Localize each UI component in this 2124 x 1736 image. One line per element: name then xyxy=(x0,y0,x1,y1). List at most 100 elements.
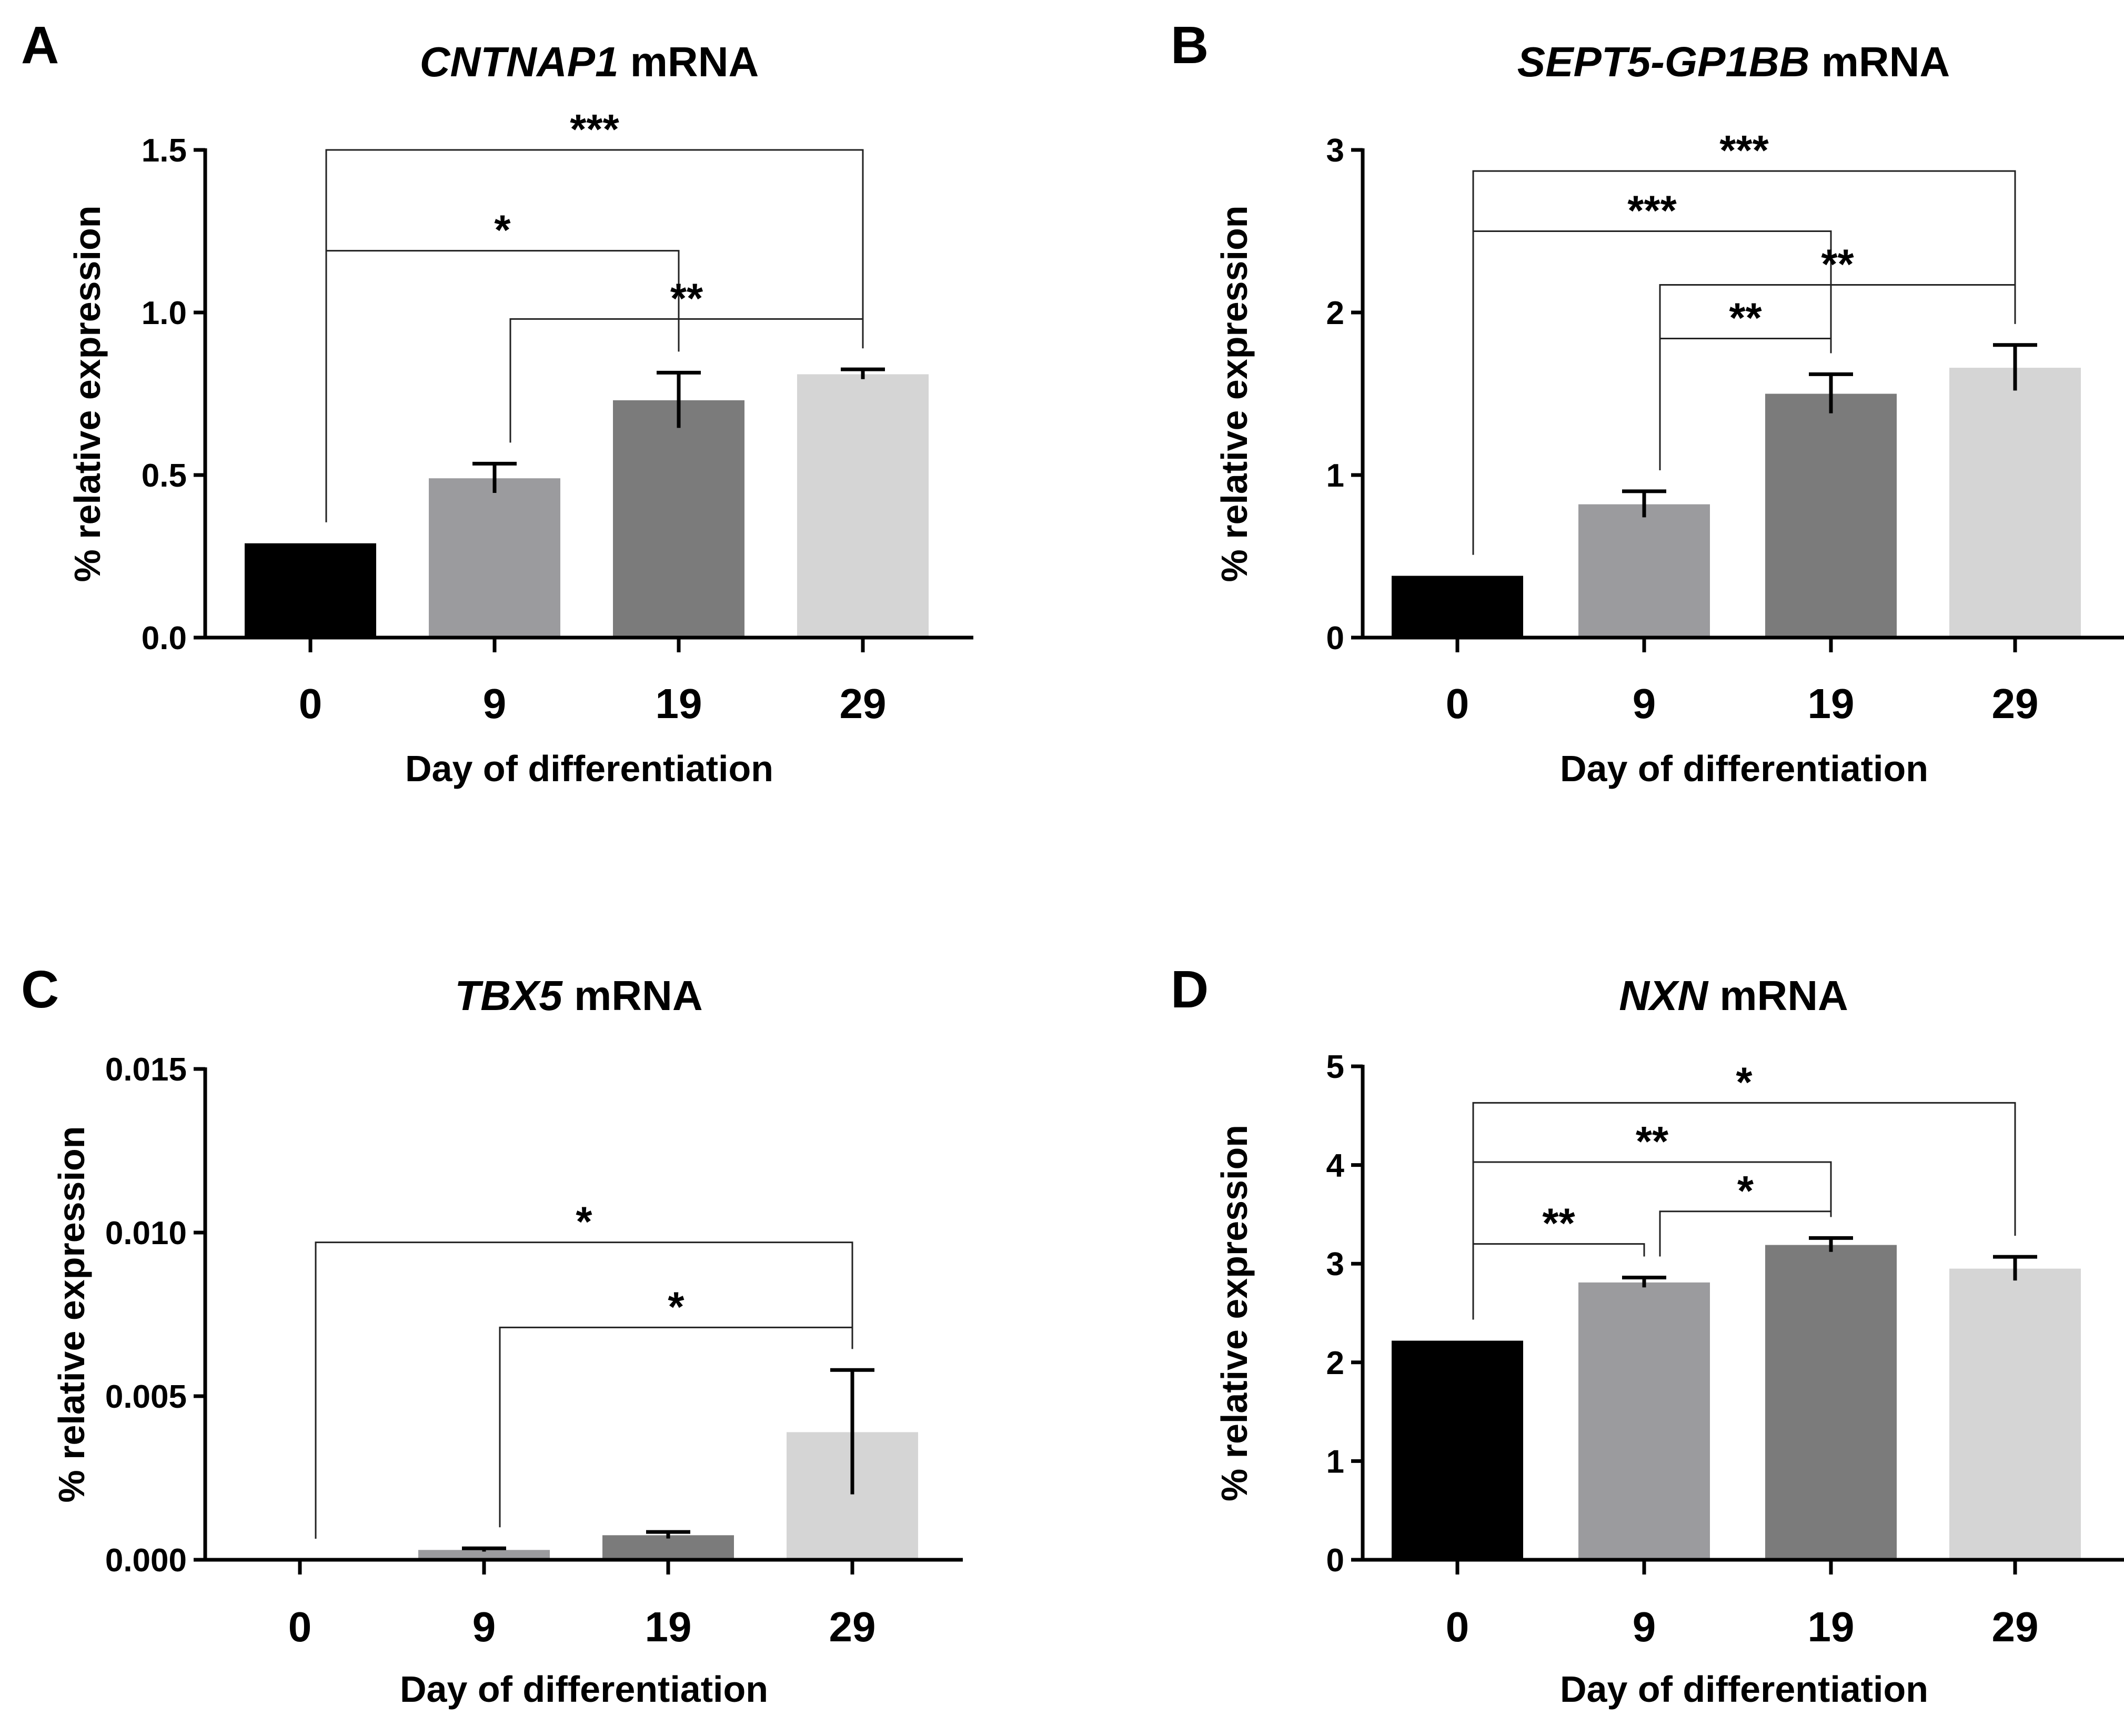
chart-panel-d: D NXN mRNA 0 1 2 3 4 5 0 9 19 29 Day of differentiat… xyxy=(1171,960,2124,1710)
y-axis-title: % relative expression xyxy=(1214,1125,1255,1501)
y-tick-label: 3 xyxy=(1326,133,1344,169)
significance-bracket xyxy=(325,250,680,522)
bar-day-0 xyxy=(245,543,376,638)
significance-label: * xyxy=(576,1198,592,1245)
y-tick-label: 0.5 xyxy=(142,458,187,494)
bar-day-29 xyxy=(797,374,929,638)
significance-bracket xyxy=(509,318,864,443)
significance-bracket xyxy=(1472,1243,1645,1320)
chart-panel-a: A CNTNAP1 mRNA 0.0 0.5 1.0 1.5 0 9 19 29 Day of di… xyxy=(21,16,973,789)
bar-day-9 xyxy=(1578,1282,1710,1560)
x-tick-label: 9 xyxy=(472,1603,496,1650)
x-tick-label: 9 xyxy=(1633,680,1656,727)
x-tick-label: 0 xyxy=(299,680,323,727)
x-tick-label: 9 xyxy=(483,680,507,727)
bar-day-19 xyxy=(602,1535,734,1560)
significance-label: *** xyxy=(570,106,619,153)
x-tick-label: 19 xyxy=(656,680,702,727)
title-gene: CNTNAP1 xyxy=(420,38,619,85)
significance-label: *** xyxy=(1719,127,1769,174)
x-tick-label: 0 xyxy=(288,1603,312,1650)
title-suffix: mRNA xyxy=(1708,972,1848,1019)
x-tick-label: 29 xyxy=(1992,1603,2039,1650)
y-tick-label: 0 xyxy=(1326,620,1344,657)
significance-bracket xyxy=(1659,1210,1832,1257)
bar-day-9 xyxy=(418,1550,550,1560)
y-tick-label: 0.0 xyxy=(142,620,187,657)
x-tick-label: 19 xyxy=(1808,680,1855,727)
title-suffix: mRNA xyxy=(562,972,703,1019)
chart-title: SEPT5-GP1BB mRNA xyxy=(1517,38,1950,85)
significance-bracket xyxy=(1472,1161,1832,1320)
significance-bracket xyxy=(315,1242,853,1539)
significance-label: * xyxy=(1736,1058,1753,1105)
y-tick-label: 4 xyxy=(1326,1148,1345,1184)
significance-label: ** xyxy=(670,275,703,321)
significance-label: ** xyxy=(1729,294,1762,341)
y-tick-label: 1.0 xyxy=(142,295,187,331)
bar-day-19 xyxy=(1765,1245,1897,1560)
chart-title: CNTNAP1 mRNA xyxy=(420,38,759,85)
chart-panel-c: C TBX5 mRNA 0.000 0.005 0.010 0.015 0 9 19 29 Day … xyxy=(21,960,963,1710)
x-tick-label: 9 xyxy=(1633,1603,1656,1650)
significance-label: ** xyxy=(1821,240,1854,287)
title-suffix: mRNA xyxy=(619,38,759,85)
panel-letter: D xyxy=(1171,960,1209,1019)
y-tick-label: 3 xyxy=(1326,1246,1344,1283)
x-axis-title: Day of differentiation xyxy=(1560,1669,1928,1710)
bar-day-0 xyxy=(1392,1340,1523,1560)
y-tick-label: 2 xyxy=(1326,295,1344,331)
y-tick-label: 1 xyxy=(1326,458,1344,494)
x-tick-label: 29 xyxy=(829,1603,876,1650)
significance-bracket xyxy=(1472,230,1832,555)
title-gene: SEPT5-GP1BB xyxy=(1517,38,1810,85)
title-gene: TBX5 xyxy=(455,972,563,1019)
bar-day-9 xyxy=(1578,504,1710,638)
significance-bracket xyxy=(1659,337,1832,470)
y-axis-title: % relative expression xyxy=(67,206,108,582)
significance-label: ** xyxy=(1542,1200,1575,1247)
y-axis-title: % relative expression xyxy=(51,1126,92,1503)
x-axis-title: Day of differentiation xyxy=(400,1669,768,1710)
bar-day-29 xyxy=(1949,1268,2081,1560)
significance-label: * xyxy=(668,1283,684,1330)
y-tick-label: 5 xyxy=(1326,1049,1344,1085)
title-suffix: mRNA xyxy=(1810,38,1950,85)
significance-bracket xyxy=(1472,170,2016,555)
y-tick-label: 0 xyxy=(1326,1542,1344,1579)
y-tick-label: 0.010 xyxy=(105,1215,187,1251)
y-axis-title: % relative expression xyxy=(1214,206,1255,582)
x-tick-label: 19 xyxy=(1808,1603,1855,1650)
panel-letter: C xyxy=(21,960,59,1019)
y-tick-label: 1 xyxy=(1326,1444,1344,1480)
panel-letter: B xyxy=(1171,16,1209,75)
panel-letter: A xyxy=(21,16,59,75)
y-tick-label: 2 xyxy=(1326,1345,1344,1381)
chart-title: TBX5 mRNA xyxy=(455,972,702,1019)
bar-day-19 xyxy=(1765,393,1897,638)
y-tick-label: 0.005 xyxy=(105,1379,187,1415)
bar-day-0 xyxy=(1392,576,1523,638)
bar-day-9 xyxy=(429,478,560,638)
x-axis-title: Day of differentiation xyxy=(1560,748,1928,789)
x-tick-label: 19 xyxy=(645,1603,692,1650)
x-axis-title: Day of differentiation xyxy=(405,748,773,789)
chart-panel-b: B SEPT5-GP1BB mRNA 0 1 2 3 0 9 19 29 Day of differ… xyxy=(1171,16,2124,789)
significance-label: * xyxy=(494,207,511,254)
significance-bracket xyxy=(325,149,864,522)
y-tick-label: 0.000 xyxy=(105,1542,187,1579)
bar-day-29 xyxy=(1949,368,2081,638)
bar-day-19 xyxy=(613,400,744,638)
x-tick-label: 0 xyxy=(1446,680,1469,727)
significance-label: ** xyxy=(1636,1118,1669,1165)
significance-bracket xyxy=(499,1326,853,1528)
y-tick-label: 0.015 xyxy=(105,1052,187,1088)
title-gene: NXN xyxy=(1619,972,1709,1019)
chart-title: NXN mRNA xyxy=(1619,972,1848,1019)
x-tick-label: 29 xyxy=(840,680,887,727)
significance-label: *** xyxy=(1627,187,1677,234)
x-tick-label: 29 xyxy=(1992,680,2039,727)
significance-label: * xyxy=(1737,1167,1754,1214)
y-tick-label: 1.5 xyxy=(142,133,187,169)
